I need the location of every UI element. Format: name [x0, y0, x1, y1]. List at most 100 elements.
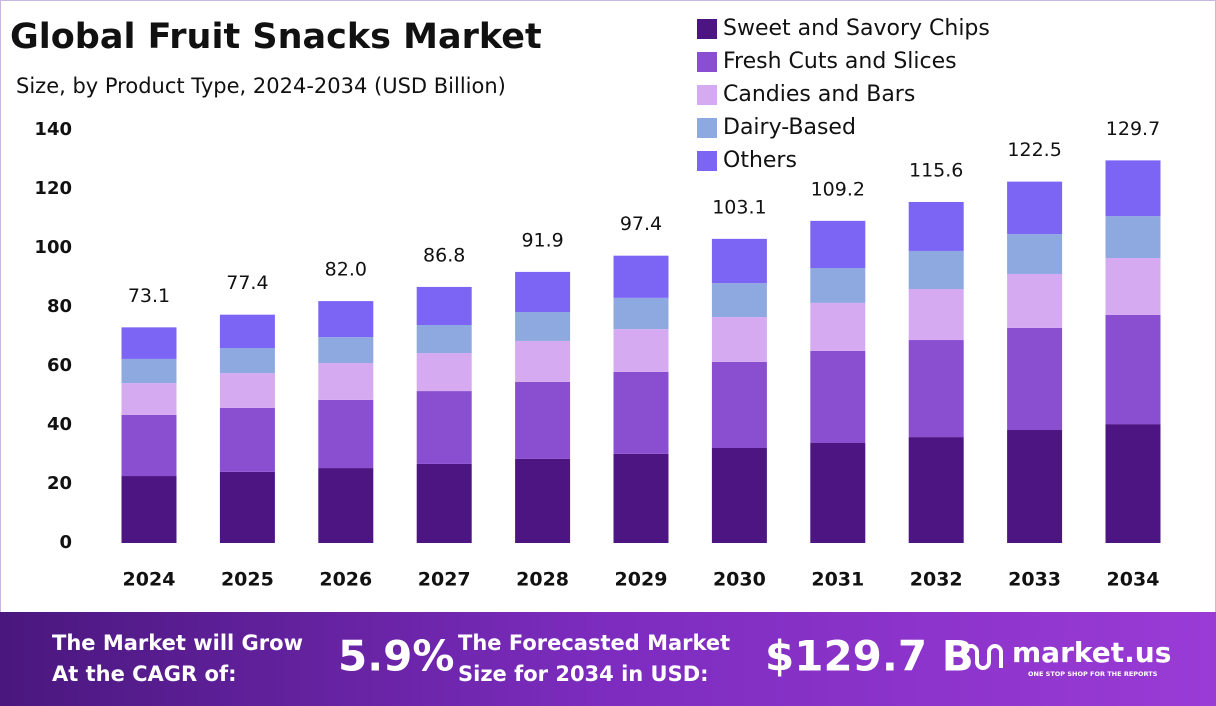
bar-segment [711, 238, 767, 284]
x-tick-label: 2029 [615, 569, 668, 591]
total-label: 115.6 [909, 159, 963, 181]
bar-segment [121, 414, 177, 477]
total-label: 82.0 [325, 259, 367, 281]
total-label: 109.2 [811, 178, 865, 200]
x-tick-label: 2032 [910, 569, 963, 591]
bar-segment [219, 314, 275, 349]
total-label: 97.4 [620, 213, 662, 235]
total-label: 129.7 [1106, 118, 1160, 140]
bar-segment [416, 353, 472, 392]
bar-segment [1105, 216, 1161, 259]
legend-label: Others [723, 148, 797, 173]
legend-label: Candies and Bars [723, 82, 915, 107]
bar-segment [219, 348, 275, 374]
legend-swatch [697, 85, 717, 105]
y-tick-label: 0 [59, 532, 72, 553]
x-tick-label: 2028 [516, 569, 569, 591]
bar-segment [515, 271, 571, 313]
bar-segment [1105, 258, 1161, 315]
bar-segment [318, 363, 374, 400]
legend-swatch [697, 118, 717, 138]
cagr-text: The Market will Grow [52, 631, 303, 655]
y-tick-label: 40 [47, 414, 72, 435]
bar-segment [908, 437, 964, 543]
forecast-value: $129.7 B [765, 632, 974, 681]
total-label: 73.1 [128, 285, 170, 307]
bar-segment [1007, 327, 1063, 431]
bar-segment [908, 340, 964, 438]
y-tick-label: 120 [34, 178, 72, 199]
y-tick-label: 60 [47, 355, 72, 376]
bar-segment [810, 350, 866, 443]
bar-segment [515, 340, 571, 382]
bar-segment [1007, 273, 1063, 328]
bar-segment [318, 301, 374, 338]
bar-segment [810, 268, 866, 303]
cagr-text: At the CAGR of: [52, 662, 237, 686]
forecast-text: Size for 2034 in USD: [458, 662, 709, 686]
total-label: 103.1 [712, 196, 766, 218]
bar-segment [318, 337, 374, 364]
x-tick-label: 2033 [1008, 569, 1061, 591]
bar-segment [318, 468, 374, 543]
bar-segment [810, 302, 866, 351]
y-tick-label: 80 [47, 296, 72, 317]
tagline: ONE STOP SHOP FOR THE REPORTS [1028, 670, 1158, 678]
bar-segment [908, 201, 964, 251]
bar-segment [908, 250, 964, 290]
bar-segment [416, 463, 472, 543]
bar-segment [416, 324, 472, 354]
bar-segment [121, 383, 177, 415]
x-tick-label: 2034 [1107, 569, 1160, 591]
y-tick-label: 140 [34, 119, 72, 140]
bar-segment [613, 371, 669, 454]
bar-segment [515, 381, 571, 459]
bar-segment [1105, 160, 1161, 217]
total-label: 86.8 [423, 244, 465, 266]
footer-banner [0, 612, 1216, 706]
legend-swatch [697, 19, 717, 39]
bar-segment [1007, 430, 1063, 543]
bar-segment [711, 317, 767, 362]
bar-segment [1105, 314, 1161, 425]
bar-segment [219, 407, 275, 472]
bar-segment [613, 297, 669, 330]
bar-segment [121, 358, 177, 384]
bar-segment [219, 471, 275, 543]
bar-segment [1105, 424, 1161, 543]
bar-segment [121, 476, 177, 543]
legend-swatch [697, 151, 717, 171]
bar-segment [908, 289, 964, 341]
bar-segment [1007, 181, 1063, 235]
cagr-value: 5.9% [338, 632, 454, 681]
x-tick-label: 2027 [418, 569, 471, 591]
legend-label: Sweet and Savory Chips [723, 16, 990, 41]
bar-segment [711, 283, 767, 318]
bar-segment [613, 255, 669, 298]
bar-segment [810, 220, 866, 269]
bar-segment [121, 327, 177, 359]
chart-subtitle: Size, by Product Type, 2024-2034 (USD Bi… [16, 74, 506, 98]
x-tick-label: 2026 [319, 569, 372, 591]
legend-label: Fresh Cuts and Slices [723, 49, 957, 74]
x-tick-label: 2031 [811, 569, 864, 591]
legend-swatch [697, 52, 717, 72]
x-tick-label: 2030 [713, 569, 766, 591]
x-tick-label: 2024 [123, 569, 176, 591]
y-tick-label: 100 [34, 237, 72, 258]
bar-segment [711, 448, 767, 543]
brand-logo [963, 644, 1003, 670]
bar-segment [515, 458, 571, 543]
x-tick-label: 2025 [221, 569, 274, 591]
bar-segment [416, 391, 472, 464]
bar-segment [613, 329, 669, 372]
bar-segment [613, 453, 669, 543]
bar-segment [515, 312, 571, 341]
chart-title: Global Fruit Snacks Market [10, 17, 542, 57]
legend-label: Dairy-Based [723, 115, 856, 140]
total-label: 77.4 [226, 272, 268, 294]
bar-segment [810, 442, 866, 543]
total-label: 91.9 [521, 229, 563, 251]
bar-segment [711, 361, 767, 449]
